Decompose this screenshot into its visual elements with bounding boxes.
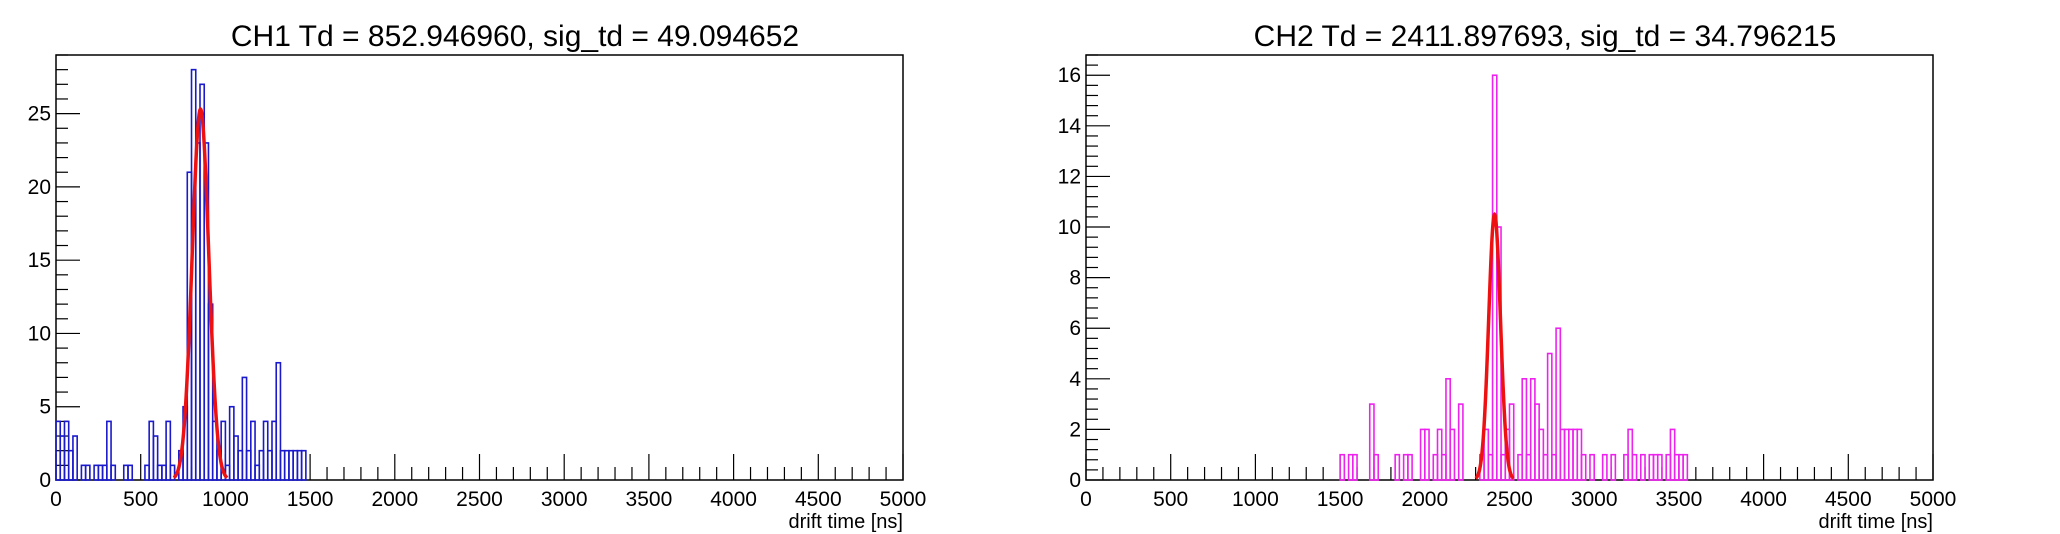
x-tick-label: 0 xyxy=(1080,488,1092,511)
chart-ch1: 0 500 1000 1500 2000 2500 3000 3500 4000 4500 5000… xyxy=(28,54,927,533)
histogram-bin xyxy=(106,420,112,481)
x-tick-label: 4500 xyxy=(1825,488,1872,511)
x-tick-label: 2000 xyxy=(371,488,418,511)
y-tick-label: 5 xyxy=(39,396,51,419)
histogram-bin xyxy=(1449,428,1456,481)
histogram-bin xyxy=(1631,453,1638,481)
y-tick-label: 10 xyxy=(1058,216,1081,239)
histogram-bin xyxy=(1610,453,1617,481)
gaussian-fit-curve xyxy=(172,106,229,480)
gaussian-fit-curve xyxy=(1474,212,1515,480)
x-tick-label: 3500 xyxy=(1656,488,1703,511)
x-tick-label: 5000 xyxy=(1910,488,1957,511)
y-tick-label: 0 xyxy=(1069,469,1081,492)
histogram-bin xyxy=(72,435,78,481)
histogram-bin xyxy=(1368,403,1375,481)
histogram-bin xyxy=(1589,453,1596,481)
histogram-bin xyxy=(1457,403,1464,481)
histogram-bin xyxy=(1508,403,1515,481)
x-tick-label: 3000 xyxy=(541,488,588,511)
x-tick-label: 500 xyxy=(123,488,158,511)
histogram-bin xyxy=(1580,453,1587,481)
histogram-bin xyxy=(110,464,117,481)
histogram-bin xyxy=(275,361,282,481)
y-tick-label: 16 xyxy=(1058,64,1081,87)
x-tick-label: 500 xyxy=(1153,488,1188,511)
histogram-bin xyxy=(1407,453,1413,481)
x-tick-label: 4000 xyxy=(1740,488,1787,511)
chart-title: CH1 Td = 852.946960, sig_td = 49.094652 xyxy=(230,20,800,53)
x-tick-label: 1500 xyxy=(287,488,334,511)
y-tick-label: 20 xyxy=(28,176,51,199)
histogram-bin xyxy=(300,449,307,481)
histogram-bin xyxy=(1546,352,1553,481)
x-tick-label: 3500 xyxy=(626,488,673,511)
histogram-bin xyxy=(169,464,176,481)
y-tick-label: 15 xyxy=(28,249,51,272)
y-tick-label: 25 xyxy=(28,103,51,126)
histogram-bin xyxy=(84,464,91,481)
y-tick-label: 0 xyxy=(39,469,51,492)
x-tick-label: 2500 xyxy=(1486,488,1533,511)
histogram-bin xyxy=(165,420,172,481)
x-tick-label: 1500 xyxy=(1317,488,1364,511)
y-tick-label: 4 xyxy=(1069,368,1081,391)
histogram-bin xyxy=(1555,327,1562,481)
y-tick-label: 2 xyxy=(1069,418,1081,441)
x-tick-label: 1000 xyxy=(202,488,249,511)
x-tick-label: 5000 xyxy=(880,488,927,511)
x-axis-label: drift time [ns] xyxy=(789,511,903,533)
y-tick-label: 8 xyxy=(1069,267,1081,290)
x-tick-label: 3000 xyxy=(1571,488,1618,511)
histogram-bin xyxy=(220,420,227,481)
histogram-bin xyxy=(1682,453,1689,481)
chart-panel-ch2: CH2 Td = 2411.897693, sig_td = 34.796215… xyxy=(1030,0,2060,534)
x-tick-label: 2500 xyxy=(456,488,503,511)
y-tick-label: 10 xyxy=(28,322,51,345)
y-tick-label: 12 xyxy=(1058,165,1081,188)
histogram-bin xyxy=(1373,453,1380,481)
x-tick-label: 4500 xyxy=(795,488,842,511)
histogram-bin xyxy=(1656,453,1663,481)
histogram-bin xyxy=(1352,453,1358,481)
histogram-bin xyxy=(250,420,256,481)
y-tick-label: 14 xyxy=(1058,115,1082,138)
x-tick-label: 4000 xyxy=(710,488,757,511)
x-tick-label: 1000 xyxy=(1232,488,1279,511)
x-tick-label: 2000 xyxy=(1401,488,1448,511)
chart-title: CH2 Td = 2411.897693, sig_td = 34.796215 xyxy=(1253,20,1837,53)
chart-panel-ch1: CH1 Td = 852.946960, sig_td = 49.094652 … xyxy=(28,20,927,533)
histogram-bin xyxy=(1423,428,1430,481)
chart-ch2: 0 500 1000 1500 2000 2500 3000 3500 4000 4500 5000… xyxy=(1058,54,1957,533)
histogram-bin xyxy=(241,376,248,481)
x-axis-label: drift time [ns] xyxy=(1819,511,1933,533)
histogram-bin xyxy=(127,464,134,481)
histogram-bin xyxy=(1521,378,1528,481)
x-tick-label: 0 xyxy=(50,488,62,511)
histogram-bin xyxy=(1339,453,1346,481)
histogram-bin xyxy=(1601,453,1608,481)
histogram-bin xyxy=(152,435,159,481)
histogram-bin xyxy=(1394,453,1401,481)
histogram-bin xyxy=(1639,453,1646,481)
y-tick-label: 6 xyxy=(1069,317,1081,340)
